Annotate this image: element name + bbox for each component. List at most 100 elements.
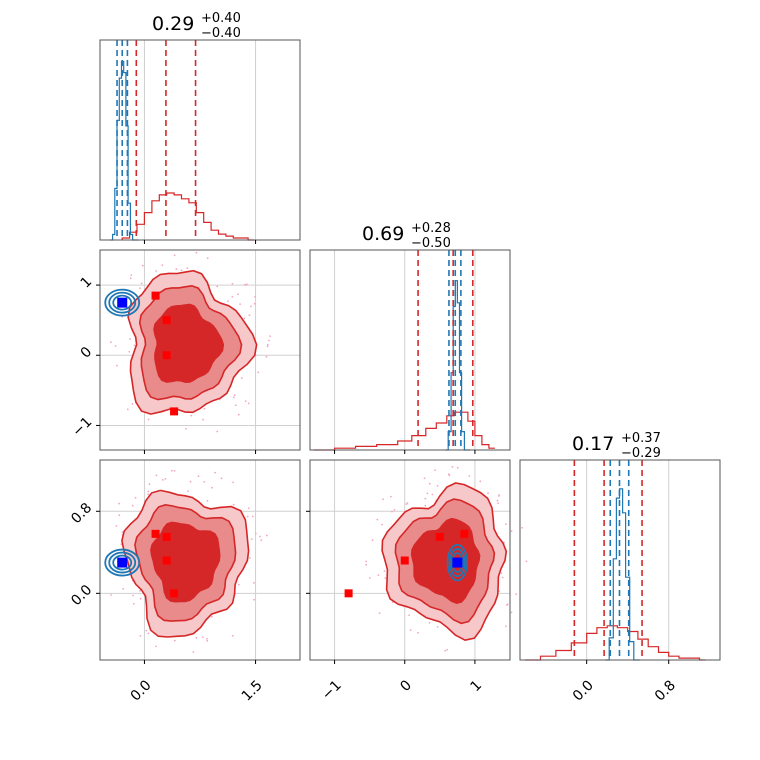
red-marker (460, 529, 469, 538)
sample-dot (147, 493, 150, 496)
sample-dot (234, 404, 237, 407)
sample-dot (497, 502, 499, 505)
sample-dot (233, 394, 236, 397)
sample-dot (253, 302, 256, 305)
sample-dot (232, 503, 235, 506)
y-tick-label-p1: 1 (78, 274, 96, 292)
sample-dot (141, 264, 144, 267)
sample-dot (376, 518, 379, 521)
sample-dot (479, 480, 482, 483)
sample-dot (365, 563, 368, 566)
sample-dot (423, 477, 426, 480)
sample-dot (237, 583, 240, 586)
sample-dot (115, 525, 118, 527)
sample-dot (505, 523, 507, 525)
title-p1-value: 0.69 (362, 223, 404, 245)
contour-level-3 (150, 521, 221, 603)
title-p0-minus: −0.40 (201, 26, 241, 41)
y-tick-label-p1: −1 (69, 414, 95, 440)
sample-dot (155, 645, 157, 648)
sample-dot (164, 478, 167, 480)
sample-dot (211, 486, 213, 489)
red-marker (162, 532, 171, 541)
sample-dot (383, 570, 386, 572)
histogram-red-p1 (313, 411, 495, 451)
sample-dot (173, 639, 176, 642)
sample-dot (206, 500, 209, 502)
panel-p1-p1 (309, 249, 511, 454)
sample-dot (110, 341, 112, 344)
sample-dot (500, 572, 503, 575)
sample-dot (254, 295, 256, 298)
sample-dot (246, 515, 249, 518)
sample-dot (185, 427, 187, 430)
sample-dot (468, 475, 471, 477)
histogram-blue-p0 (110, 60, 139, 241)
sample-dot (381, 523, 383, 526)
contour-level-3 (410, 517, 481, 604)
sample-dot (266, 345, 269, 348)
sample-dot (201, 636, 204, 638)
panel-frame (99, 39, 301, 241)
sample-dot (269, 335, 271, 337)
x-tick-label-p1: −1 (319, 677, 345, 703)
sample-dot (195, 636, 198, 639)
truth-contour-2 (108, 551, 137, 574)
panel-p0-p1: −1 0 1 (69, 249, 301, 454)
sample-dot (250, 305, 252, 308)
x-tick-label-p2: 0.0 (570, 677, 597, 704)
sample-dot (175, 268, 178, 270)
sample-dot (365, 560, 367, 563)
red-marker (435, 532, 444, 541)
sample-dot (131, 504, 134, 507)
red-marker (162, 556, 171, 565)
truth-contour-3 (104, 288, 141, 317)
truth-contour-1 (112, 554, 133, 571)
sample-dot (390, 495, 392, 498)
sample-dot (190, 414, 193, 417)
sample-dot (451, 466, 454, 468)
sample-dot (202, 418, 204, 421)
sample-dot (139, 635, 142, 637)
sample-dot (247, 507, 250, 510)
sample-dot (384, 577, 387, 580)
sample-dot (187, 490, 189, 492)
sample-dot (227, 300, 229, 303)
sample-dot (203, 481, 206, 483)
y-tick-label-p2: 0.0 (68, 582, 95, 609)
sample-dot (139, 597, 142, 600)
x-tick-label-p1: 0 (397, 677, 415, 695)
panel-frame (99, 249, 301, 451)
panel-p0-p0 (99, 39, 301, 244)
sample-dot (249, 556, 251, 559)
sample-dot (231, 634, 234, 637)
sample-dot (409, 629, 412, 631)
sample-dot (436, 484, 439, 487)
title-p1-plus: +0.28 (411, 221, 451, 236)
sample-dot (424, 504, 427, 507)
sample-dot (139, 590, 141, 592)
sample-dot (220, 477, 223, 480)
sample-dot (250, 538, 253, 540)
sample-dot (110, 594, 112, 596)
sample-dot (210, 615, 213, 618)
truth-marker (117, 557, 128, 568)
sample-dot (239, 303, 242, 305)
sample-dot (206, 257, 209, 260)
sample-dot (147, 418, 150, 421)
sample-dot (377, 574, 380, 576)
sample-dot (237, 413, 240, 416)
sample-dot (214, 471, 217, 474)
sample-dot (192, 651, 195, 653)
sample-dot (139, 287, 141, 290)
sample-dot (510, 611, 513, 614)
sample-dot (253, 582, 255, 584)
sample-dot (231, 296, 234, 298)
sample-dot (417, 631, 419, 634)
y-tick-label-p1: 0 (78, 344, 96, 362)
sample-dot (447, 473, 450, 476)
sample-dot (496, 499, 499, 502)
sample-dot (155, 474, 158, 477)
panel-p1-p2: −1 0 1 (306, 459, 528, 703)
sample-dot (487, 492, 489, 495)
